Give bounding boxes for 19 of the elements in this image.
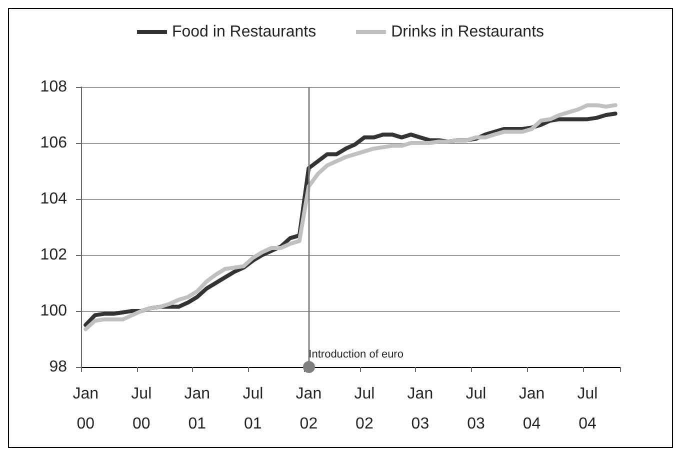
legend-label: Food in Restaurants (172, 24, 316, 40)
y-tick-label: 102 (40, 246, 68, 264)
x-tick-label: Jul 01 (242, 386, 264, 432)
legend-label: Drinks in Restaurants (391, 24, 544, 40)
x-tick-label: Jan 02 (296, 386, 322, 432)
x-tick-label: Jul 04 (577, 386, 598, 432)
x-tick-label: Jan 00 (72, 386, 99, 432)
y-tick-label: 100 (40, 302, 68, 320)
x-tick-label: Jul 02 (354, 386, 375, 432)
x-tick-label: Jul 00 (131, 386, 152, 432)
y-tick-label: 106 (40, 134, 68, 152)
x-tick-label: Jan 03 (407, 386, 434, 432)
x-tick-label: Jan 01 (184, 386, 210, 432)
x-tick-label: Jul 03 (466, 386, 486, 432)
y-tick-label: 108 (40, 78, 68, 96)
x-tick-label: Jan 04 (518, 386, 545, 432)
y-tick-label: 98 (49, 358, 68, 376)
ref-line-label: Introduction of euro (308, 348, 404, 360)
y-tick-label: 104 (40, 190, 68, 208)
